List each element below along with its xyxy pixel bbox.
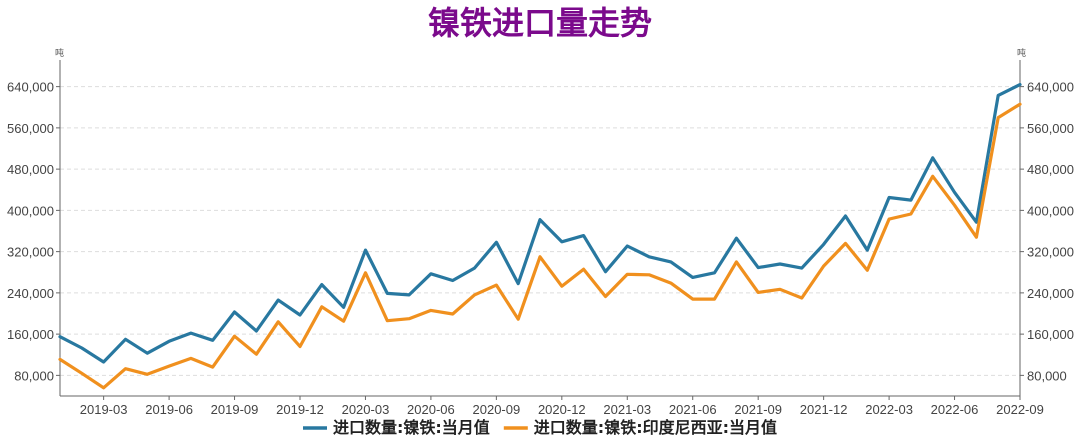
gridlines: [60, 86, 1020, 376]
x-tick-label: 2022-03: [865, 402, 913, 417]
y-tick-label-left: 400,000: [7, 203, 54, 218]
x-tick-label: 2021-03: [603, 402, 651, 417]
x-tick-label: 2021-06: [669, 402, 717, 417]
y-tick-label-right: 240,000: [1027, 286, 1074, 301]
y-tick-label-left: 240,000: [7, 286, 54, 301]
y-tick-label-right: 320,000: [1027, 245, 1074, 260]
x-tick-label: 2020-06: [407, 402, 455, 417]
y-tick-label-right: 160,000: [1027, 327, 1074, 342]
y-tick-label-left: 320,000: [7, 245, 54, 260]
y-tick-label-left: 560,000: [7, 121, 54, 136]
series-lines: [58, 82, 1022, 390]
x-tick-label: 2021-09: [734, 402, 782, 417]
x-tick-label: 2022-09: [996, 402, 1044, 417]
y-tick-label-left: 80,000: [14, 368, 54, 383]
x-tick-label: 2019-06: [145, 402, 193, 417]
y-tick-label-right: 640,000: [1027, 80, 1074, 95]
x-tick-label: 2022-06: [931, 402, 979, 417]
y-tick-label-right: 400,000: [1027, 203, 1074, 218]
x-tick-label: 2019-12: [276, 402, 324, 417]
y-tick-label-right: 560,000: [1027, 121, 1074, 136]
x-tick-label: 2020-03: [342, 402, 390, 417]
series-line-1: [58, 82, 1022, 364]
series-line-2: [58, 102, 1022, 390]
y-tick-label-right: 480,000: [1027, 162, 1074, 177]
legend-label-2: 进口数量:镍铁:印度尼西亚:当月值: [534, 418, 777, 437]
x-tick-label: 2020-12: [538, 402, 586, 417]
y-tick-label-right: 80,000: [1027, 368, 1067, 383]
x-tick-label: 2021-12: [800, 402, 848, 417]
y-tick-label-left: 160,000: [7, 327, 54, 342]
y-tick-label-left: 480,000: [7, 162, 54, 177]
chart-title: 镍铁进口量走势: [428, 4, 652, 42]
axes: 80,000 80,000 160,000 160,000 240,000 240,000…: [7, 60, 1074, 417]
left-axis-unit: 吨: [55, 47, 64, 59]
x-tick-label: 2019-03: [80, 402, 128, 417]
x-tick-label: 2020-09: [473, 402, 521, 417]
legend: 进口数量:镍铁:当月值 进口数量:镍铁:印度尼西亚:当月值: [303, 418, 777, 437]
legend-label-1: 进口数量:镍铁:当月值: [333, 418, 490, 437]
y-tick-label-left: 640,000: [7, 80, 54, 95]
right-axis-unit: 吨: [1017, 47, 1026, 59]
x-tick-label: 2019-09: [211, 402, 259, 417]
